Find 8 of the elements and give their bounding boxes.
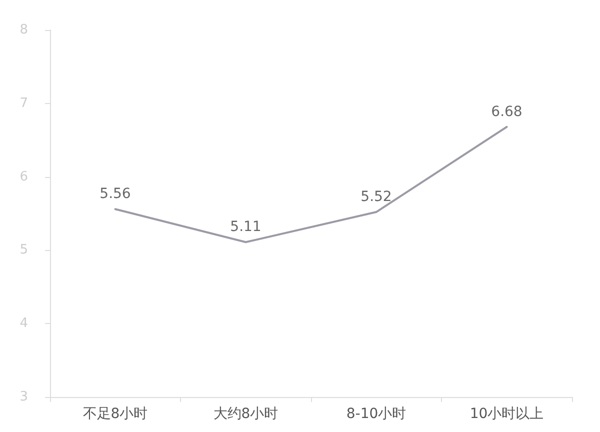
x-tick-label: 不足8小时 [82, 406, 148, 422]
x-tick-label: 大约8小时 [213, 406, 278, 422]
x-tick-label: 8-10小时 [346, 406, 406, 422]
data-label: 5.52 [360, 189, 392, 206]
data-label: 5.56 [100, 186, 131, 202]
data-label: 6.68 [491, 104, 522, 120]
x-tick-label: 10小时以上 [470, 406, 544, 422]
data-label: 5.11 [230, 219, 262, 236]
